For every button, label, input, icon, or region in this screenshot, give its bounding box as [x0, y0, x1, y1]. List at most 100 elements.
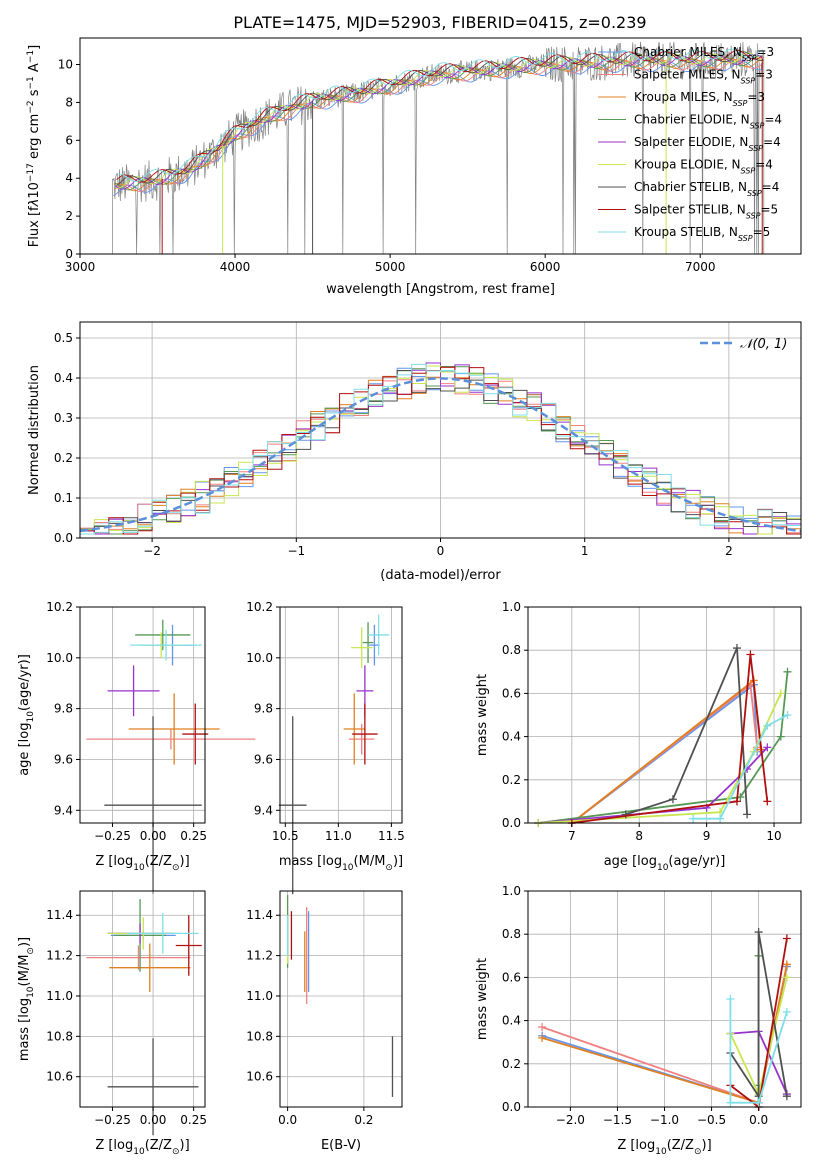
series-marker-kroupa_miles: [538, 1033, 547, 1042]
series-marker-kroupa_stelib: [783, 711, 792, 719]
series-marker-kroupa_stelib: [754, 1098, 763, 1107]
y-tick-label: 10.0: [246, 651, 273, 665]
y-axis-label: Normed distribution: [27, 365, 42, 495]
plot-frame: [79, 37, 802, 255]
y-tick-label: 10.2: [46, 600, 73, 614]
x-tick-label: −1.0: [650, 1113, 679, 1127]
legend-label: Salpeter ELODIE, NSSP=4: [634, 135, 781, 153]
plot-frame: [279, 890, 403, 1108]
legend-label-gaussian: 𝒩(0, 1): [740, 337, 787, 352]
y-axis-label: Flux [fλ10−17 erg cm−2 s−1 A−1]: [26, 45, 42, 247]
series-marker-chabrier_stelib: [668, 795, 677, 804]
x-tick-label: 2: [725, 544, 733, 558]
y-tick-label: 0.5: [54, 331, 73, 345]
series-marker-salpeter_stelib: [732, 797, 741, 806]
series-marker-chabrier_elodie: [783, 667, 792, 676]
y-tick-label: 0.2: [54, 451, 73, 465]
x-tick-label: 10: [766, 829, 781, 843]
y-tick-label: 10.0: [46, 651, 73, 665]
y-tick-label: 8: [65, 95, 73, 109]
spectrum-legend: Chabrier MILES, NSSP=3 Salpeter MILES, NS…: [598, 45, 782, 243]
series-marker-salpeter_miles: [538, 1023, 547, 1032]
x-tick-label: −1: [287, 544, 305, 558]
y-tick-label: 0.2: [502, 773, 521, 787]
series-line-chabrier_stelib: [625, 647, 748, 816]
x-tick-label: −0.5: [697, 1113, 726, 1127]
x-tick-label: 4000: [220, 260, 251, 274]
x-tick-label: 0.00: [140, 1113, 167, 1127]
plot-frame: [279, 606, 403, 824]
series-marker-kroupa_stelib: [689, 814, 698, 823]
y-tick-label: 0.8: [502, 643, 521, 657]
x-axis-label: age [log10(age/yr)]: [604, 854, 726, 873]
series-marker-kroupa_stelib: [782, 1007, 791, 1016]
x-axis-label: (data-model)/error: [380, 568, 501, 583]
histogram-salpeter_elodie: [80, 362, 801, 535]
series-line-kroupa_stelib: [693, 714, 788, 820]
legend-label: Kroupa ELODIE, NSSP=4: [634, 158, 773, 176]
y-tick-label: 0.4: [502, 1014, 521, 1028]
y-tick-label: 0.2: [502, 1057, 521, 1071]
age-vs-mass-panel: 10.5 11.0 11.5 9.4 9.6 9.8 10.0 10.2 mass [log10…: [246, 600, 405, 895]
legend-label: Kroupa MILES, NSSP=3: [634, 90, 765, 108]
x-tick-label: 7000: [685, 260, 716, 274]
x-tick-label: 0.25: [180, 829, 207, 843]
x-axis-label: mass [log10(M/M⊙)]: [279, 854, 403, 873]
legend-label: Salpeter MILES, NSSP=3: [634, 68, 773, 86]
x-tick-label: 5000: [375, 260, 406, 274]
y-axis-label: age [log10(age/yr)]: [17, 654, 36, 776]
y-tick-label: 11.0: [246, 989, 273, 1003]
y-tick-label: 10.6: [46, 1070, 73, 1084]
x-tick-label: 7: [568, 829, 576, 843]
y-tick-label: 6: [65, 133, 73, 147]
x-tick-label: 0.2: [354, 1113, 373, 1127]
series-marker-chabrier_stelib: [732, 644, 741, 653]
x-tick-label: 11.5: [378, 829, 405, 843]
x-axis-label: wavelength [Angstrom, rest frame]: [326, 282, 555, 297]
y-tick-label: 9.6: [54, 752, 73, 766]
y-tick-label: 11.2: [46, 949, 73, 963]
y-tick-label: 0.8: [502, 927, 521, 941]
series-marker-salpeter_stelib: [746, 650, 755, 659]
y-tick-label: 11.0: [46, 989, 73, 1003]
y-tick-label: 0.0: [502, 816, 521, 830]
y-tick-label: 9.6: [254, 752, 273, 766]
y-tick-label: 10.8: [246, 1029, 273, 1043]
series-marker-salpeter_stelib: [763, 797, 772, 806]
x-tick-label: 0.0: [749, 1113, 768, 1127]
x-tick-label: 0.00: [140, 829, 167, 843]
y-axis-label: mass [log10(M/M⊙)]: [17, 937, 36, 1061]
x-tick-label: 6000: [530, 260, 561, 274]
spectrum-model-kroupa_miles: [114, 57, 764, 192]
x-tick-label: −2.0: [556, 1113, 585, 1127]
y-tick-label: 0.0: [502, 1100, 521, 1114]
series-marker-chabrier_stelib: [621, 810, 630, 819]
x-tick-label: 1: [581, 544, 589, 558]
y-tick-label: 0.1: [54, 491, 73, 505]
spectrum-panel: 3000 4000 5000 6000 7000 0 2 4 6 8 10 wavelength [A…: [26, 37, 802, 297]
y-tick-label: 4: [65, 171, 73, 185]
figure-title: PLATE=1475, MJD=52903, FIBERID=0415, z=0…: [233, 13, 646, 32]
y-tick-label: 11.2: [246, 949, 273, 963]
x-tick-label: 10.5: [272, 829, 299, 843]
spectrum-model-salpeter_elodie: [114, 53, 763, 190]
histogram-salpeter_stelib: [80, 366, 801, 535]
x-tick-label: 9: [703, 829, 711, 843]
y-tick-label: 0.4: [502, 730, 521, 744]
y-tick-label: 10: [58, 58, 73, 72]
plot-frame: [79, 606, 206, 824]
series-marker-kroupa_elodie: [782, 973, 791, 982]
y-tick-label: 0.6: [502, 970, 521, 984]
y-tick-label: 2: [65, 209, 73, 223]
series-marker-chabrier_stelib: [743, 810, 752, 819]
series-marker-chabrier_stelib: [782, 1092, 791, 1101]
x-tick-label: 0.0: [278, 1113, 297, 1127]
y-axis-label: mass weight: [475, 958, 490, 1040]
x-tick-label: −1.5: [603, 1113, 632, 1127]
y-tick-label: 10.2: [246, 600, 273, 614]
y-tick-label: 11.4: [246, 908, 273, 922]
y-tick-label: 0: [65, 247, 73, 261]
